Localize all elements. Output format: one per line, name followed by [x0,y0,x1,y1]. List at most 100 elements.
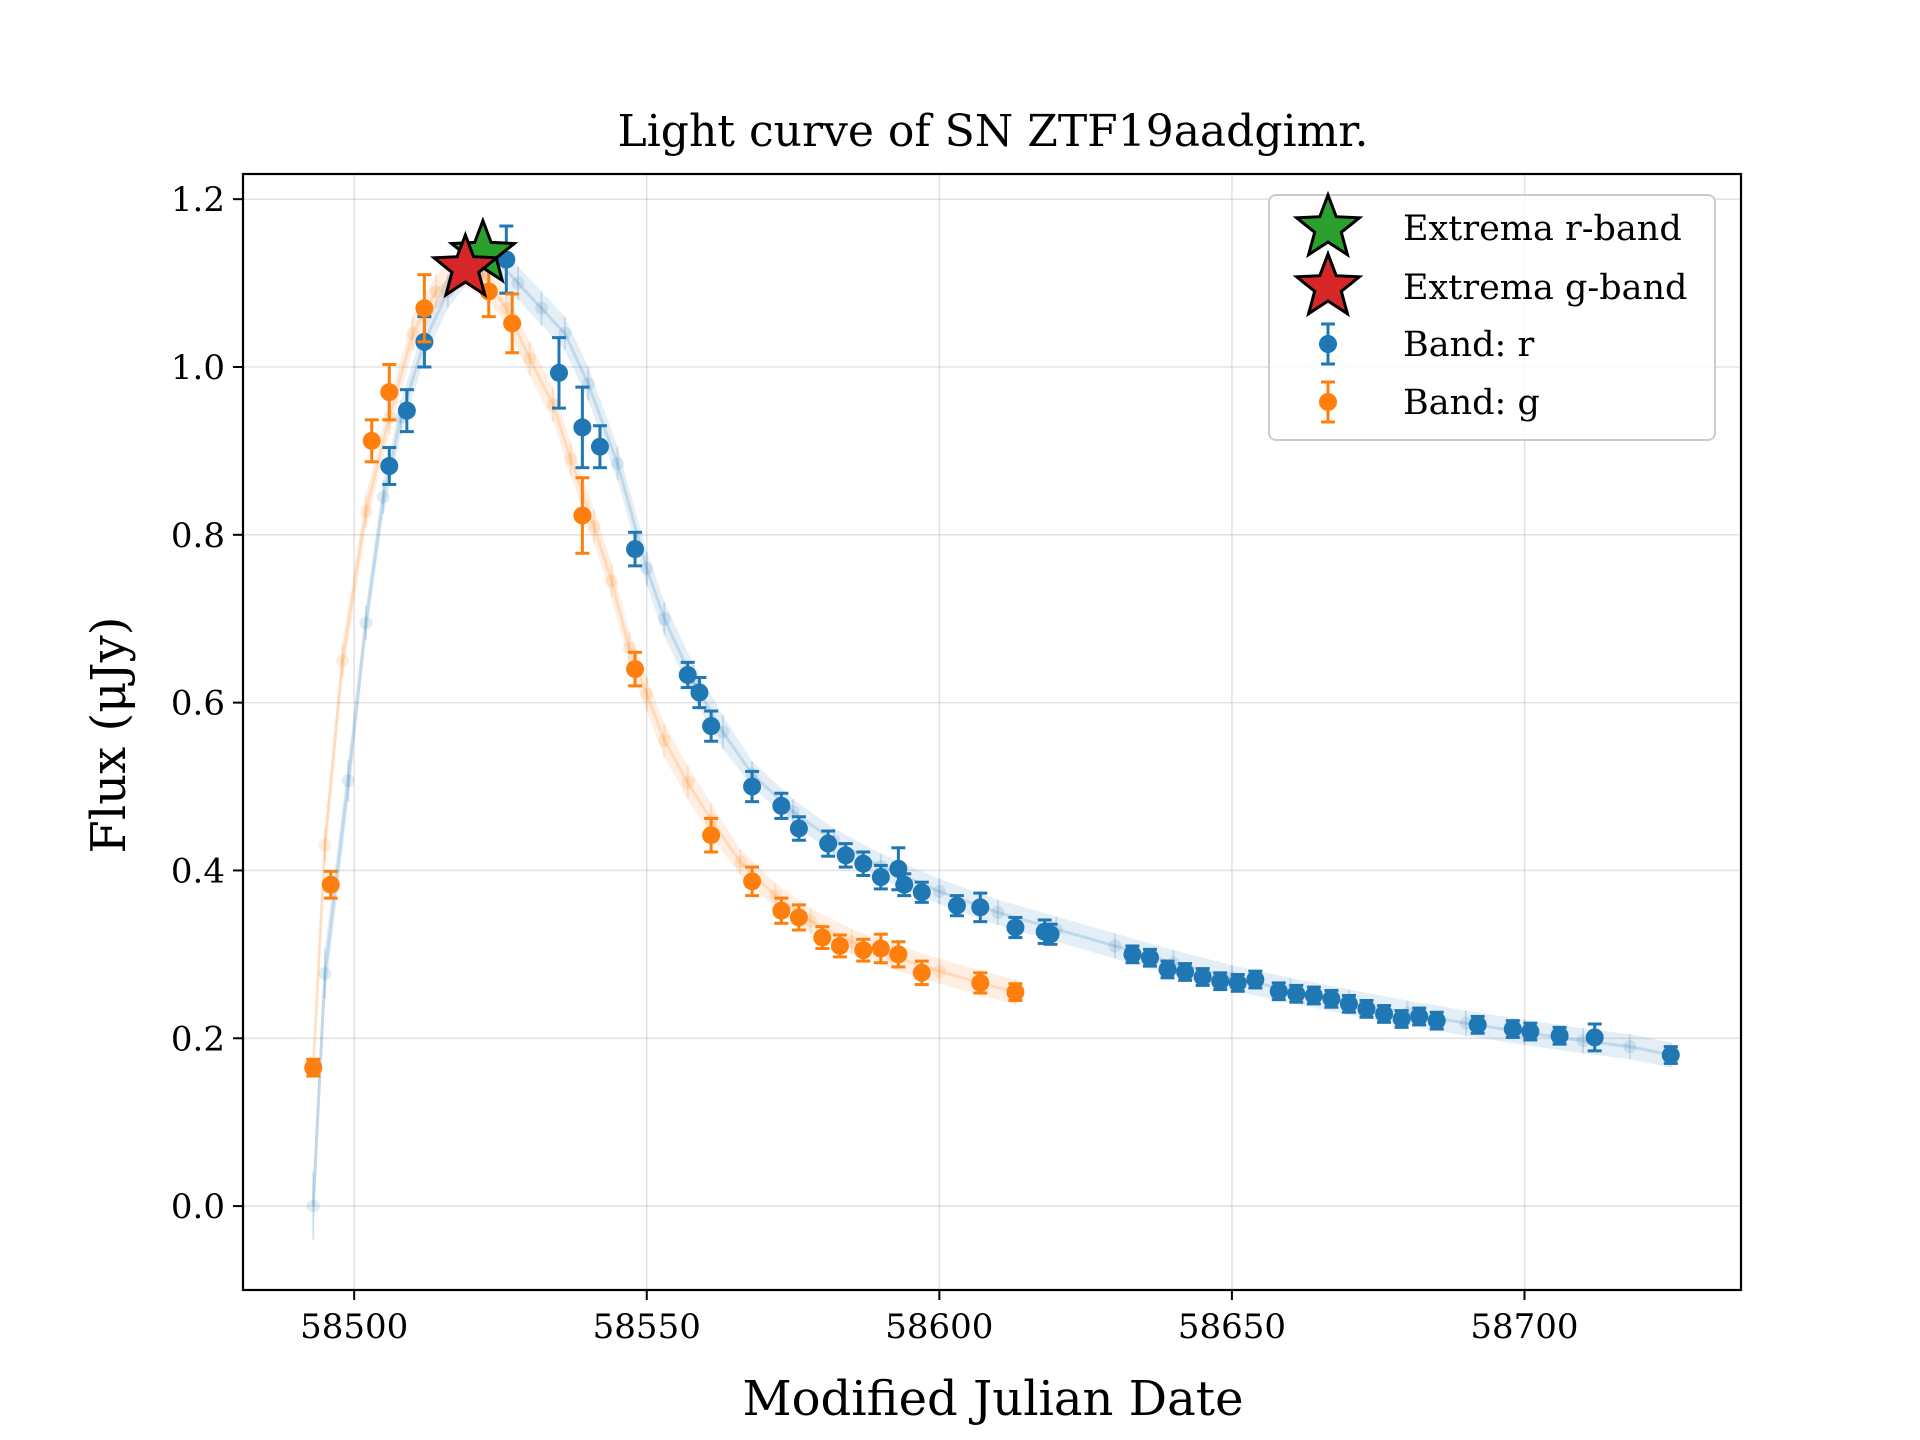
data-point [1006,983,1025,1002]
x-tick-label: 58650 [1178,1307,1286,1347]
data-point [503,314,522,333]
model-point [306,1199,320,1213]
series-r [380,224,1680,1065]
model-point [611,456,624,470]
data-point [912,963,931,982]
model-point [587,519,601,533]
legend-box [1268,194,1716,441]
data-point [380,383,399,402]
extrema-star-g-band [429,230,501,299]
model-point [1108,939,1122,953]
model-line-g [311,268,1016,1068]
model-point [991,905,1005,919]
data-point [1357,999,1376,1018]
x-tick-label: 58500 [300,1307,408,1347]
data-point [415,299,434,318]
data-point [830,936,849,955]
model-point [523,352,537,366]
series-g [304,264,1025,1078]
data-point [971,898,990,917]
y-tick-label: 1.2 [171,180,225,220]
data-point [380,457,399,476]
y-tick-label: 0.6 [171,684,225,724]
data-point [819,834,838,853]
model-point [640,561,654,575]
data-point [1375,1004,1394,1023]
data-point [813,928,832,947]
data-point [573,418,592,437]
data-point [1269,982,1288,1001]
data-point [1304,986,1323,1005]
model-point [376,490,390,504]
data-point [871,868,890,887]
model-point [657,612,671,626]
model-point [499,301,513,315]
data-point [789,819,808,838]
model-point [318,967,332,981]
data-point [1410,1007,1429,1026]
data-point [1228,973,1247,992]
data-point [690,683,709,702]
model-point [335,654,349,668]
model-point [429,284,443,298]
legend-label: Extrema g-band [1403,268,1687,308]
data-point [912,883,931,902]
legend-marker-band-g [1319,380,1337,424]
x-tick-label: 58700 [1470,1307,1578,1347]
model-point [318,838,332,852]
data-point [889,945,908,964]
model-curve-g [306,253,1022,1077]
model-point [406,326,420,340]
data-point [971,973,990,992]
data-point [1041,925,1060,944]
data-point [1427,1011,1446,1030]
data-point [678,665,697,684]
data-point [702,826,721,845]
legend-marker-extrema-g [1292,249,1364,318]
data-point [590,437,609,456]
y-axis-label: Flux (μJy) [81,617,137,854]
model-point [640,687,654,701]
x-tick-label: 58550 [593,1307,701,1347]
data-point [1140,948,1159,967]
plot-frame [241,172,1743,1292]
data-point [1246,970,1265,989]
data-point [1322,989,1341,1008]
legend-label: Band: r [1403,325,1534,365]
data-point [947,896,966,915]
model-point [605,574,619,588]
data-point [743,777,762,796]
model-point [359,504,373,518]
data-point [573,506,592,525]
y-tick-label: 0.2 [171,1019,225,1059]
extrema-markers [429,216,519,299]
data-point [1287,984,1306,1003]
data-point [397,401,416,420]
data-points [304,224,1680,1078]
model-point [511,276,525,290]
data-point [1193,968,1212,987]
data-point [789,908,808,927]
model-point [341,774,355,788]
data-point [1006,918,1025,937]
y-tick-label: 0.4 [171,851,225,891]
data-point [854,854,873,873]
x-tick-label: 58600 [885,1307,993,1347]
chart-title: Light curve of SN ZTF19aadgimr. [618,106,1369,157]
axis-ticks: 58500 58550 58600 58650 58700 0.0 0.2 0.4 0.6 0.8… [171,180,1579,1347]
data-point [362,431,381,450]
data-point [1158,960,1177,979]
model-point [657,733,671,747]
model-point [733,855,747,869]
data-point [836,846,855,865]
data-point [871,939,890,958]
data-point [626,540,645,559]
data-point [321,875,340,894]
data-point [1550,1026,1569,1045]
data-point [1392,1009,1411,1028]
y-tick-label: 0.0 [171,1187,225,1227]
legend-marker-extrema-r [1292,190,1364,259]
legend-point [1319,393,1337,411]
data-point [1211,972,1230,991]
data-point [1503,1020,1522,1039]
